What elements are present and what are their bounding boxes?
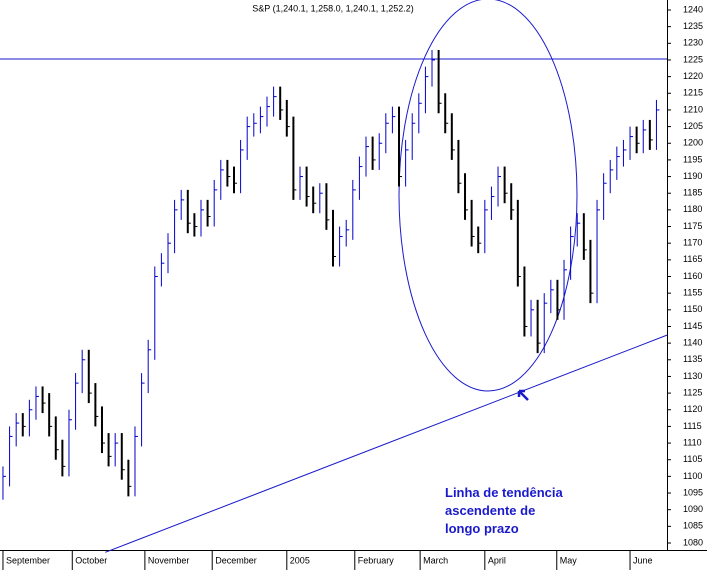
y-tick-label: 1130 (683, 371, 702, 381)
x-tick-label: 2005 (290, 555, 310, 565)
y-tick-label: 1115 (683, 421, 702, 431)
x-tick-label: February (358, 555, 395, 565)
y-tick-label: 1100 (683, 471, 702, 481)
annotation: Linha de tendência (445, 485, 564, 500)
y-tick-label: 1235 (683, 21, 703, 31)
y-tick-label: 1120 (683, 404, 702, 414)
y-tick-label: 1180 (683, 204, 702, 214)
y-tick-label: 1205 (683, 121, 703, 131)
y-tick-label: 1200 (683, 138, 703, 148)
y-tick-label: 1195 (683, 154, 702, 164)
y-tick-label: 1135 (683, 354, 702, 364)
y-tick-label: 1095 (683, 487, 703, 497)
y-tick-label: 1125 (683, 387, 702, 397)
y-tick-label: 1170 (683, 238, 702, 248)
trend-line (105, 334, 668, 553)
annotation: ascendente de (445, 503, 535, 518)
y-tick-label: 1140 (683, 338, 702, 348)
chart-title: S&P (1,240.1, 1,258.0, 1,240.1, 1,252.2) (252, 3, 413, 13)
y-tick-label: 1080 (683, 537, 703, 547)
y-tick-label: 1145 (683, 321, 702, 331)
y-tick-label: 1150 (683, 304, 702, 314)
y-tick-label: 1210 (683, 104, 703, 114)
highlight-ellipse (398, 0, 578, 392)
x-tick-label: April (488, 555, 506, 565)
y-tick-label: 1220 (683, 71, 703, 81)
x-tick-label: October (75, 555, 107, 565)
x-tick-label: June (633, 555, 653, 565)
y-tick-label: 1225 (683, 54, 703, 64)
y-tick-label: 1215 (683, 88, 703, 98)
y-tick-label: 1160 (683, 271, 702, 281)
y-tick-label: 1175 (683, 221, 702, 231)
y-tick-label: 1085 (683, 521, 703, 531)
y-tick-label: 1185 (683, 188, 702, 198)
x-tick-label: November (148, 555, 190, 565)
y-tick-label: 1110 (683, 437, 702, 447)
x-tick-label: December (215, 555, 257, 565)
x-tick-label: March (423, 555, 448, 565)
y-tick-label: 1165 (683, 254, 702, 264)
y-tick-label: 1155 (683, 288, 702, 298)
y-tick-label: 1240 (683, 4, 703, 14)
y-tick-label: 1230 (683, 38, 703, 48)
y-tick-label: 1105 (683, 454, 702, 464)
y-tick-label: 1190 (683, 171, 702, 181)
x-tick-label: September (6, 555, 50, 565)
x-tick-label: May (560, 555, 578, 565)
annotation: longo prazo (445, 521, 519, 536)
y-tick-label: 1090 (683, 504, 703, 514)
